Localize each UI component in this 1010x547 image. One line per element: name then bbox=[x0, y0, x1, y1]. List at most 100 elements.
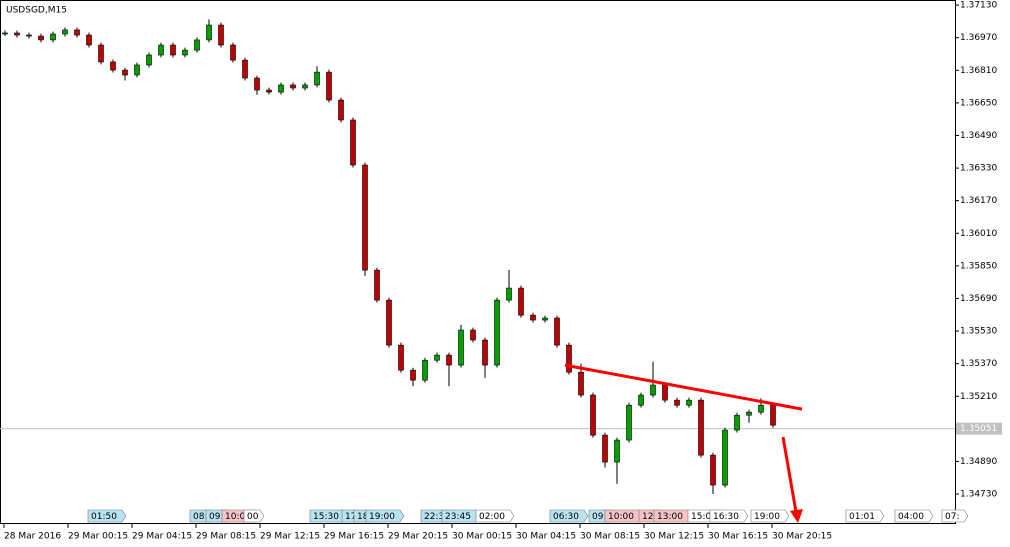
y-tick-label: 1.36010 bbox=[960, 229, 997, 239]
candle-body bbox=[146, 54, 152, 66]
current-price-box bbox=[956, 422, 1002, 435]
candle-body bbox=[698, 399, 704, 456]
y-tick-label: 1.35370 bbox=[960, 359, 997, 369]
event-tag bbox=[845, 509, 885, 523]
candle-body bbox=[710, 454, 716, 486]
candle-body bbox=[50, 33, 56, 41]
event-label: 15:00 bbox=[691, 512, 717, 522]
candle-body bbox=[518, 287, 524, 316]
candle-body bbox=[554, 317, 560, 346]
candle-body bbox=[170, 44, 176, 56]
candle-body bbox=[254, 77, 260, 91]
candle-body bbox=[626, 404, 632, 441]
y-tick-label: 1.35210 bbox=[960, 392, 997, 402]
candle-body bbox=[98, 44, 104, 63]
event-label: 04:00 bbox=[898, 512, 924, 522]
x-tick-label: 30 Mar 00:15 bbox=[452, 532, 512, 542]
event-label: 07: bbox=[945, 512, 959, 522]
candle-body bbox=[542, 317, 548, 321]
x-tick-label: 29 Mar 00:15 bbox=[68, 532, 128, 542]
y-tick-label: 1.34890 bbox=[960, 457, 997, 467]
candle-body bbox=[422, 359, 428, 381]
x-tick-label: 30 Mar 20:15 bbox=[772, 532, 832, 542]
forecast-arrow bbox=[781, 436, 803, 523]
event-label: 10:00 bbox=[225, 512, 251, 522]
x-tick-label: 28 Mar 2016 bbox=[4, 532, 61, 542]
y-tick-label: 1.36810 bbox=[960, 66, 997, 76]
candle-body bbox=[62, 29, 68, 35]
candle-body bbox=[722, 429, 728, 486]
event-tag bbox=[894, 509, 934, 523]
y-tick-label: 1.36330 bbox=[960, 164, 997, 174]
event-tag bbox=[475, 509, 515, 523]
candle-body bbox=[674, 399, 680, 406]
candle-body bbox=[650, 384, 656, 396]
candle-body bbox=[470, 329, 476, 341]
plot-frame bbox=[0, 0, 956, 524]
candle-body bbox=[314, 71, 320, 86]
candle-body bbox=[386, 299, 392, 346]
event-label: 06:30 bbox=[553, 512, 579, 522]
candle-body bbox=[770, 404, 776, 426]
x-tick-label: 29 Mar 20:15 bbox=[388, 532, 448, 542]
candle-body bbox=[74, 29, 80, 36]
candle-body bbox=[230, 44, 236, 61]
candle-body bbox=[14, 32, 20, 36]
candle-body bbox=[482, 339, 488, 366]
candle-body bbox=[374, 269, 380, 301]
candle-body bbox=[2, 32, 8, 35]
candle-body bbox=[638, 394, 644, 406]
event-label: 10:00 bbox=[608, 512, 634, 522]
event-label: 01:50 bbox=[91, 512, 117, 522]
candle-body bbox=[566, 344, 572, 373]
candle-body bbox=[242, 59, 248, 79]
event-label: 00 bbox=[247, 512, 259, 522]
trendline bbox=[564, 363, 803, 411]
x-tick-label: 29 Mar 04:15 bbox=[132, 532, 192, 542]
event-tag bbox=[365, 509, 405, 523]
candle-body bbox=[290, 84, 296, 89]
candle-body bbox=[338, 99, 344, 121]
y-tick-label: 1.36650 bbox=[960, 98, 997, 108]
y-tick-label: 1.37130 bbox=[960, 1, 997, 11]
candle-body bbox=[686, 399, 692, 406]
candle-body bbox=[662, 384, 668, 401]
candle-body bbox=[758, 404, 764, 413]
candle-body bbox=[530, 314, 536, 321]
event-label: 18 bbox=[357, 512, 369, 522]
event-label: 09: bbox=[592, 512, 606, 522]
candle-body bbox=[398, 344, 404, 371]
candle-body bbox=[278, 84, 284, 93]
candle-body bbox=[122, 69, 128, 76]
x-tick-label: 30 Mar 12:15 bbox=[644, 532, 704, 542]
y-tick-label: 1.36490 bbox=[960, 131, 997, 141]
event-label: 15:30 bbox=[313, 512, 339, 522]
candle-body bbox=[302, 84, 308, 89]
event-label: 19:00 bbox=[369, 512, 395, 522]
event-label: 17 bbox=[345, 512, 356, 522]
y-tick-label: 1.35850 bbox=[960, 261, 997, 271]
event-label: 13:00 bbox=[657, 512, 683, 522]
candle-body bbox=[110, 61, 116, 71]
candle-body bbox=[266, 89, 272, 93]
candle-body bbox=[578, 371, 584, 396]
event-tag bbox=[549, 509, 589, 523]
x-tick-label: 29 Mar 08:15 bbox=[196, 532, 256, 542]
y-tick-label: 1.36970 bbox=[960, 33, 997, 43]
event-label: 19:00 bbox=[754, 512, 780, 522]
candle-body bbox=[506, 287, 512, 301]
chart-title: USDSGD,M15 bbox=[6, 6, 67, 16]
candle-body bbox=[602, 434, 608, 463]
candle-body bbox=[362, 164, 368, 271]
event-label: 09: bbox=[209, 512, 223, 522]
current-price-label: 1.35051 bbox=[960, 424, 997, 434]
event-label: 23:45 bbox=[445, 512, 471, 522]
candle-body bbox=[182, 49, 188, 56]
event-tag bbox=[87, 509, 127, 523]
candle-body bbox=[134, 64, 140, 76]
candle-body bbox=[434, 354, 440, 361]
candle-body bbox=[410, 369, 416, 381]
candle-body bbox=[218, 24, 224, 46]
x-tick-label: 30 Mar 08:15 bbox=[580, 532, 640, 542]
